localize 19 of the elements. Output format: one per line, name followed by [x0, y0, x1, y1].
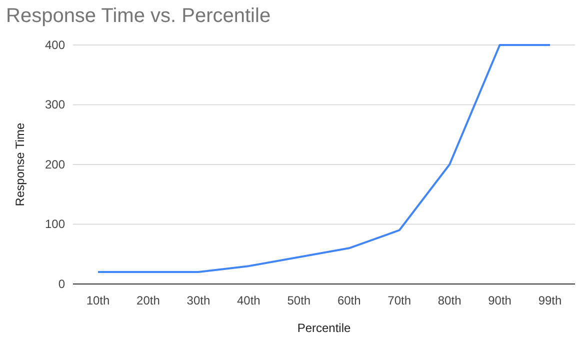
x-tick-label: 99th	[538, 294, 562, 308]
x-tick-label: 50th	[287, 294, 311, 308]
y-tick-label: 0	[58, 276, 66, 291]
y-tick-label: 300	[44, 98, 66, 112]
x-axis-title: Percentile	[297, 321, 351, 335]
x-tick-label: 80th	[438, 294, 462, 308]
x-tick-label: 30th	[186, 294, 210, 308]
y-axis-title: Response Time	[13, 122, 27, 206]
chart-title: Response Time vs. Percentile	[6, 5, 271, 27]
y-tick-label: 100	[44, 217, 66, 232]
x-tick-label: 90th	[488, 294, 512, 308]
x-tick-label: 20th	[136, 294, 160, 308]
x-tick-label: 40th	[236, 294, 260, 308]
y-tick-label: 200	[44, 157, 66, 172]
y-tick-label: 400	[44, 38, 66, 52]
x-tick-label: 60th	[337, 294, 361, 308]
line-series	[97, 44, 551, 274]
x-tick-label: 70th	[388, 294, 412, 308]
x-tick-label: 10th	[86, 294, 110, 308]
